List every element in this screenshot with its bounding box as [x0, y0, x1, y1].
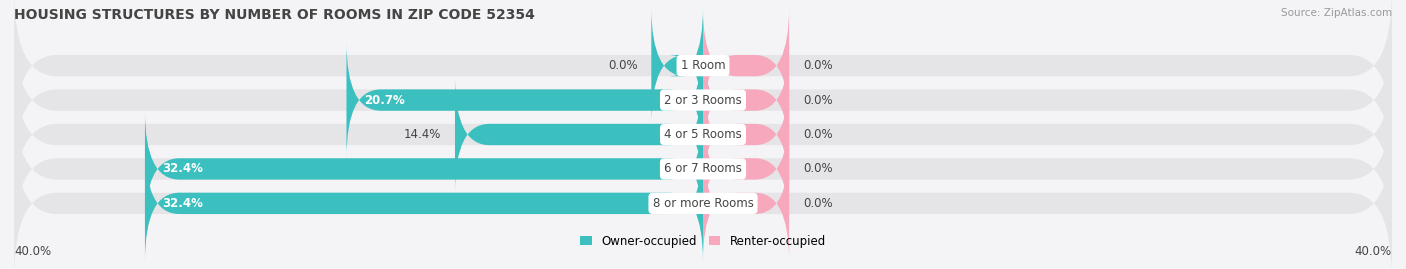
Text: 8 or more Rooms: 8 or more Rooms	[652, 197, 754, 210]
FancyBboxPatch shape	[14, 128, 1392, 269]
Text: 0.0%: 0.0%	[803, 162, 832, 175]
FancyBboxPatch shape	[145, 111, 703, 227]
FancyBboxPatch shape	[703, 76, 789, 193]
Text: 4 or 5 Rooms: 4 or 5 Rooms	[664, 128, 742, 141]
FancyBboxPatch shape	[14, 59, 1392, 210]
Text: 1 Room: 1 Room	[681, 59, 725, 72]
FancyBboxPatch shape	[703, 42, 789, 158]
FancyBboxPatch shape	[14, 94, 1392, 244]
Text: Source: ZipAtlas.com: Source: ZipAtlas.com	[1281, 8, 1392, 18]
Text: 32.4%: 32.4%	[162, 197, 202, 210]
Text: 0.0%: 0.0%	[803, 197, 832, 210]
FancyBboxPatch shape	[703, 111, 789, 227]
Text: 32.4%: 32.4%	[162, 162, 202, 175]
Text: 40.0%: 40.0%	[14, 245, 51, 258]
FancyBboxPatch shape	[703, 145, 789, 261]
Text: 40.0%: 40.0%	[1355, 245, 1392, 258]
FancyBboxPatch shape	[651, 8, 703, 124]
FancyBboxPatch shape	[145, 145, 703, 261]
Text: 0.0%: 0.0%	[803, 94, 832, 107]
FancyBboxPatch shape	[14, 25, 1392, 175]
Text: HOUSING STRUCTURES BY NUMBER OF ROOMS IN ZIP CODE 52354: HOUSING STRUCTURES BY NUMBER OF ROOMS IN…	[14, 8, 534, 22]
Text: 14.4%: 14.4%	[404, 128, 441, 141]
Text: 0.0%: 0.0%	[803, 128, 832, 141]
FancyBboxPatch shape	[346, 42, 703, 158]
FancyBboxPatch shape	[456, 76, 703, 193]
FancyBboxPatch shape	[703, 8, 789, 124]
Text: 20.7%: 20.7%	[364, 94, 405, 107]
Text: 0.0%: 0.0%	[607, 59, 637, 72]
Legend: Owner-occupied, Renter-occupied: Owner-occupied, Renter-occupied	[575, 230, 831, 253]
Text: 0.0%: 0.0%	[803, 59, 832, 72]
Text: 2 or 3 Rooms: 2 or 3 Rooms	[664, 94, 742, 107]
Text: 6 or 7 Rooms: 6 or 7 Rooms	[664, 162, 742, 175]
FancyBboxPatch shape	[14, 0, 1392, 141]
